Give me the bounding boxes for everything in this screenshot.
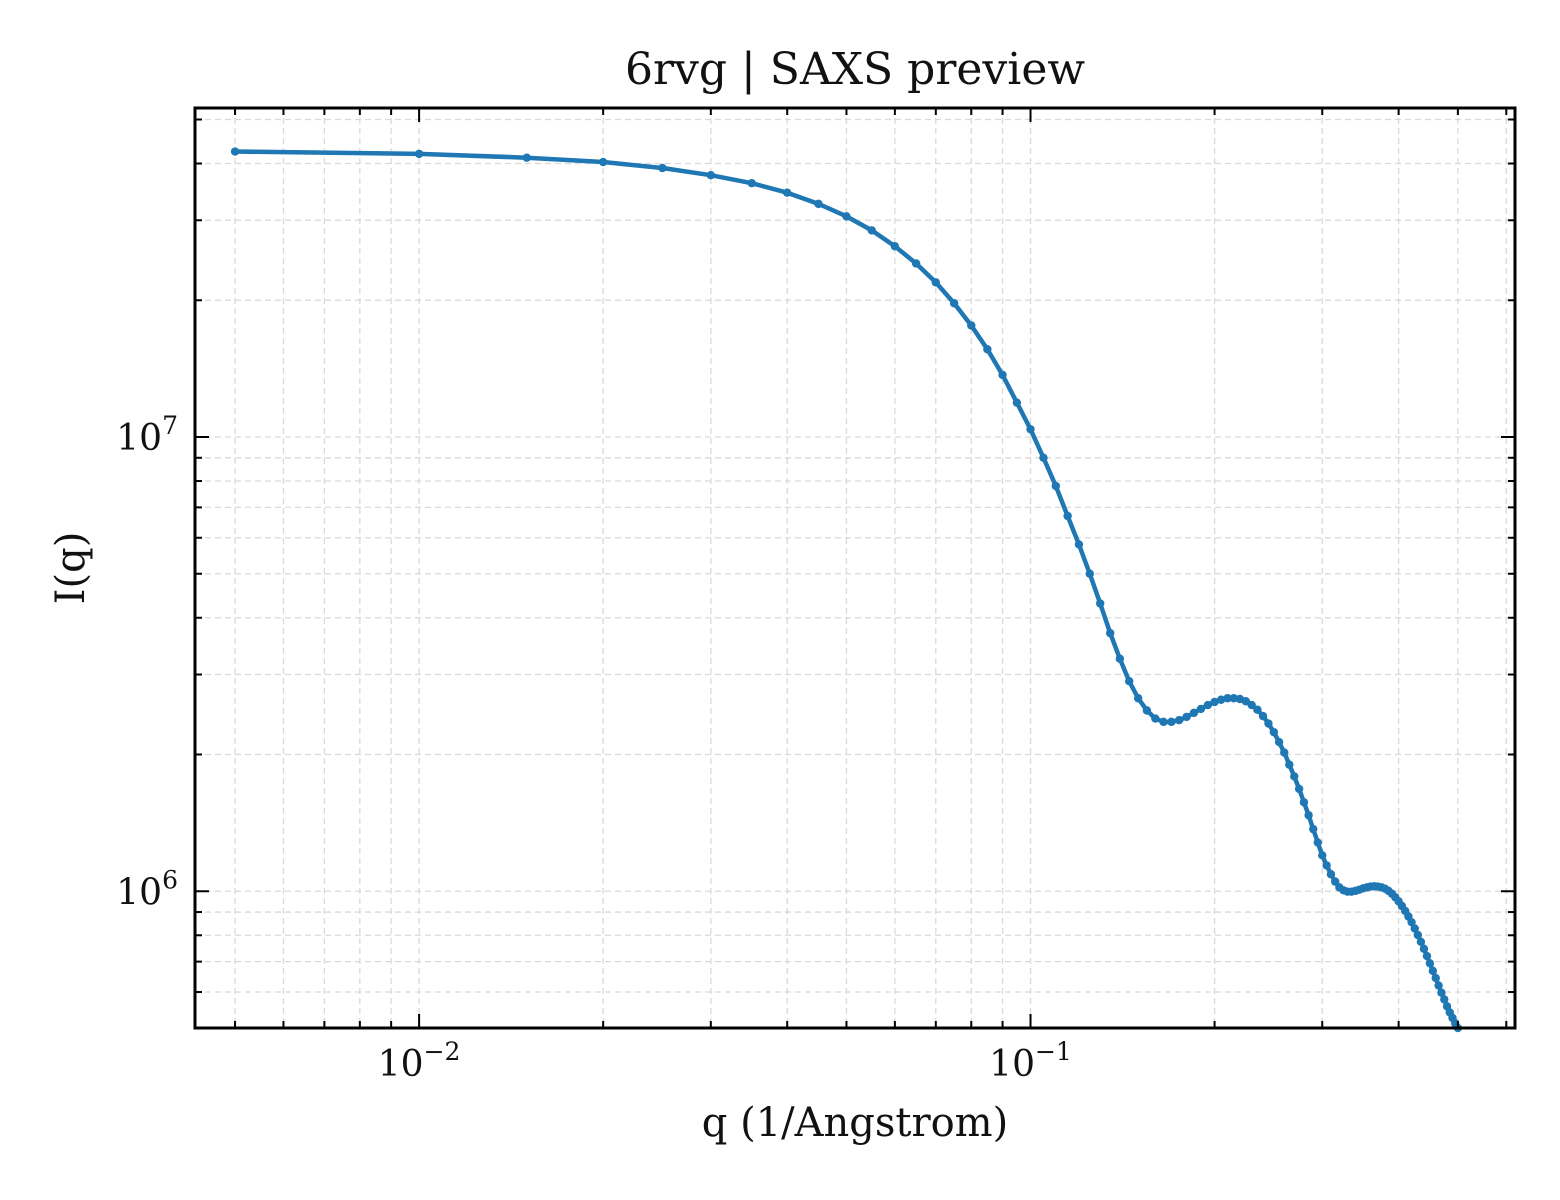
data-point bbox=[1095, 599, 1105, 608]
data-point bbox=[1229, 694, 1238, 703]
data-point bbox=[1182, 712, 1191, 722]
data-point bbox=[1299, 798, 1309, 807]
data-point bbox=[1304, 811, 1313, 820]
data-point bbox=[1425, 959, 1435, 968]
axis-ticks: 10−2 10−1 106 107 bbox=[116, 108, 1515, 1085]
data-point bbox=[890, 242, 900, 251]
y-axis-label: I(q) bbox=[48, 532, 94, 605]
data-point bbox=[1290, 772, 1299, 781]
data-point bbox=[658, 163, 667, 173]
data-point bbox=[1309, 824, 1318, 834]
data-point bbox=[230, 147, 240, 156]
grid bbox=[195, 108, 1515, 1029]
data-point bbox=[1258, 711, 1268, 721]
data-point bbox=[1264, 719, 1273, 728]
data-point bbox=[1026, 425, 1035, 434]
data-point bbox=[1413, 930, 1423, 940]
data-point bbox=[1269, 727, 1279, 737]
data-point bbox=[1440, 995, 1449, 1004]
data-point bbox=[1223, 694, 1232, 703]
y-tick-label: 107 bbox=[116, 411, 178, 459]
data-point bbox=[706, 170, 716, 180]
data-point bbox=[1437, 988, 1446, 997]
data-point bbox=[1419, 944, 1429, 954]
data-point bbox=[1115, 654, 1125, 663]
data-point bbox=[522, 153, 531, 162]
data-point bbox=[1142, 706, 1152, 715]
data-point bbox=[814, 199, 823, 209]
data-point bbox=[1326, 870, 1336, 879]
data-point bbox=[1051, 481, 1061, 491]
data-point bbox=[1318, 851, 1327, 860]
x-tick-label: 10−2 bbox=[378, 1037, 461, 1085]
data-point bbox=[1431, 973, 1440, 983]
data-point bbox=[1422, 951, 1432, 961]
data-point bbox=[1106, 628, 1115, 638]
data-point bbox=[1294, 784, 1304, 794]
data-point bbox=[598, 157, 608, 167]
data-point bbox=[1210, 697, 1219, 707]
data-point bbox=[1189, 708, 1199, 718]
data-point bbox=[783, 188, 792, 197]
data-point bbox=[1167, 717, 1176, 727]
data-point bbox=[1428, 966, 1438, 976]
data-point bbox=[1124, 677, 1134, 686]
data-point bbox=[1039, 453, 1048, 462]
data-point bbox=[967, 321, 976, 330]
data-point bbox=[1313, 838, 1322, 847]
data-point bbox=[1407, 917, 1416, 927]
data-point bbox=[931, 278, 941, 287]
data-point bbox=[949, 299, 959, 308]
data-point bbox=[1253, 705, 1262, 714]
data-point bbox=[1159, 717, 1168, 727]
data-point bbox=[1063, 511, 1072, 521]
data-point bbox=[1174, 715, 1184, 725]
x-axis-label: q (1/Angstrom) bbox=[702, 1100, 1008, 1146]
chart-title: 6rvg | SAXS preview bbox=[625, 44, 1085, 95]
data-point bbox=[747, 179, 756, 188]
data-point bbox=[1133, 694, 1143, 703]
x-tick-label: 10−1 bbox=[989, 1037, 1072, 1085]
data-point bbox=[1322, 861, 1331, 870]
data-point bbox=[1216, 695, 1226, 704]
data-point bbox=[1247, 700, 1256, 710]
data-point bbox=[842, 212, 851, 221]
data-point bbox=[911, 259, 921, 268]
data-point bbox=[1434, 981, 1443, 990]
data-point bbox=[414, 149, 424, 159]
data-point bbox=[1274, 737, 1284, 747]
y-tick-label: 106 bbox=[116, 865, 178, 913]
data-point bbox=[1196, 704, 1206, 714]
data-point bbox=[983, 345, 992, 354]
data-point bbox=[1203, 700, 1213, 710]
data-point bbox=[1416, 937, 1426, 946]
data-point bbox=[1012, 398, 1022, 407]
data-point bbox=[1280, 748, 1289, 757]
data-point bbox=[1285, 760, 1294, 769]
data-point bbox=[1151, 714, 1160, 723]
data-point bbox=[1410, 924, 1419, 933]
data-point bbox=[1085, 569, 1094, 578]
plot-frame bbox=[193, 106, 1517, 1030]
data-point bbox=[998, 370, 1007, 380]
data-point bbox=[1074, 540, 1084, 549]
data-point bbox=[867, 226, 876, 235]
